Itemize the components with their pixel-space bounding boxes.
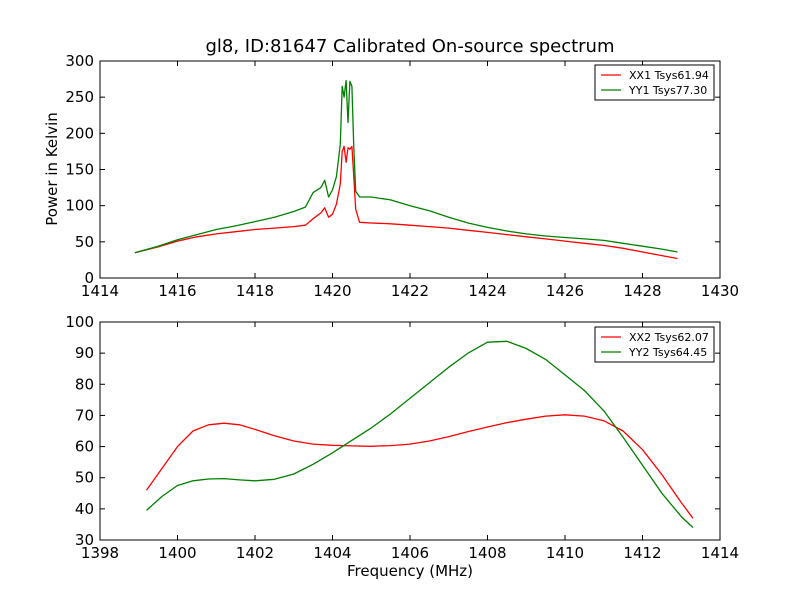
top-plot-area: 1414 1416 1418 1420 1422 1424 1426 1428 1430 0 50 1…: [65, 52, 739, 300]
series-line-0: [134, 145, 678, 260]
y-tick-label: 60: [75, 438, 94, 456]
series-line-0: [145, 414, 694, 519]
x-tick-label: 1402: [236, 544, 274, 562]
top-chart: gl8, ID:81647 Calibrated On-source spect…: [43, 36, 739, 300]
x-tick-label: 1400: [158, 544, 196, 562]
y-tick-label: 40: [75, 500, 94, 518]
x-tick-label: 1404: [313, 544, 351, 562]
x-tick-label: 1430: [701, 282, 739, 300]
y-tick-label: 100: [65, 197, 94, 215]
x-tick-label: 1408: [468, 544, 506, 562]
y-tick-label: 0: [84, 269, 94, 287]
x-tick-label: 1422: [391, 282, 429, 300]
top-legend: XX1 Tsys61.94 YY1 Tsys77.30: [594, 64, 715, 101]
bottom-plot-area: 1398 1400 1402 1404 1406 1408 1410 1412 1414 30 40…: [65, 313, 739, 562]
bottom-legend: XX2 Tsys62.07 YY2 Tsys64.45: [594, 326, 715, 363]
y-tick-label: 200: [65, 124, 94, 142]
series-line-1: [134, 79, 678, 254]
x-tick-label: 1420: [313, 282, 351, 300]
x-tick-label: 1412: [623, 544, 661, 562]
legend-label: YY1 Tsys77.30: [628, 84, 707, 97]
y-tick-label: 250: [65, 88, 94, 106]
y-tick-label: 300: [65, 52, 94, 70]
x-tick-label: 1424: [468, 282, 506, 300]
x-axis-label: Frequency (MHz): [347, 562, 473, 580]
y-tick-label: 80: [75, 375, 94, 393]
x-tick-label: 1414: [81, 282, 119, 300]
x-tick-label: 1426: [546, 282, 584, 300]
x-tick-label: 1428: [623, 282, 661, 300]
y-tick-label: 100: [65, 313, 94, 331]
y-tick-label: 150: [65, 161, 94, 179]
legend-label: YY2 Tsys64.45: [628, 346, 707, 359]
y-tick-label: 70: [75, 406, 94, 424]
y-tick-label: 50: [75, 469, 94, 487]
legend-box: [594, 326, 715, 363]
x-tick-label: 1406: [391, 544, 429, 562]
x-tick-label: 1410: [546, 544, 584, 562]
y-tick-label: 30: [75, 531, 94, 549]
bottom-chart: Frequency (MHz) 1398 1400 1402 1404 1406 1408…: [65, 313, 739, 580]
x-tick-label: 1416: [158, 282, 196, 300]
y-axis-label: Power in Kelvin: [43, 112, 61, 226]
x-tick-label: 1414: [701, 544, 739, 562]
chart-title: gl8, ID:81647 Calibrated On-source spect…: [205, 36, 614, 57]
legend-label: XX2 Tsys62.07: [629, 331, 709, 344]
legend-label: XX1 Tsys61.94: [629, 69, 709, 82]
y-tick-label: 50: [75, 233, 94, 251]
x-tick-label: 1418: [236, 282, 274, 300]
y-tick-label: 90: [75, 344, 94, 362]
x-tick-label: 1398: [81, 544, 119, 562]
legend-box: [594, 64, 715, 101]
series-line-1: [146, 340, 694, 528]
